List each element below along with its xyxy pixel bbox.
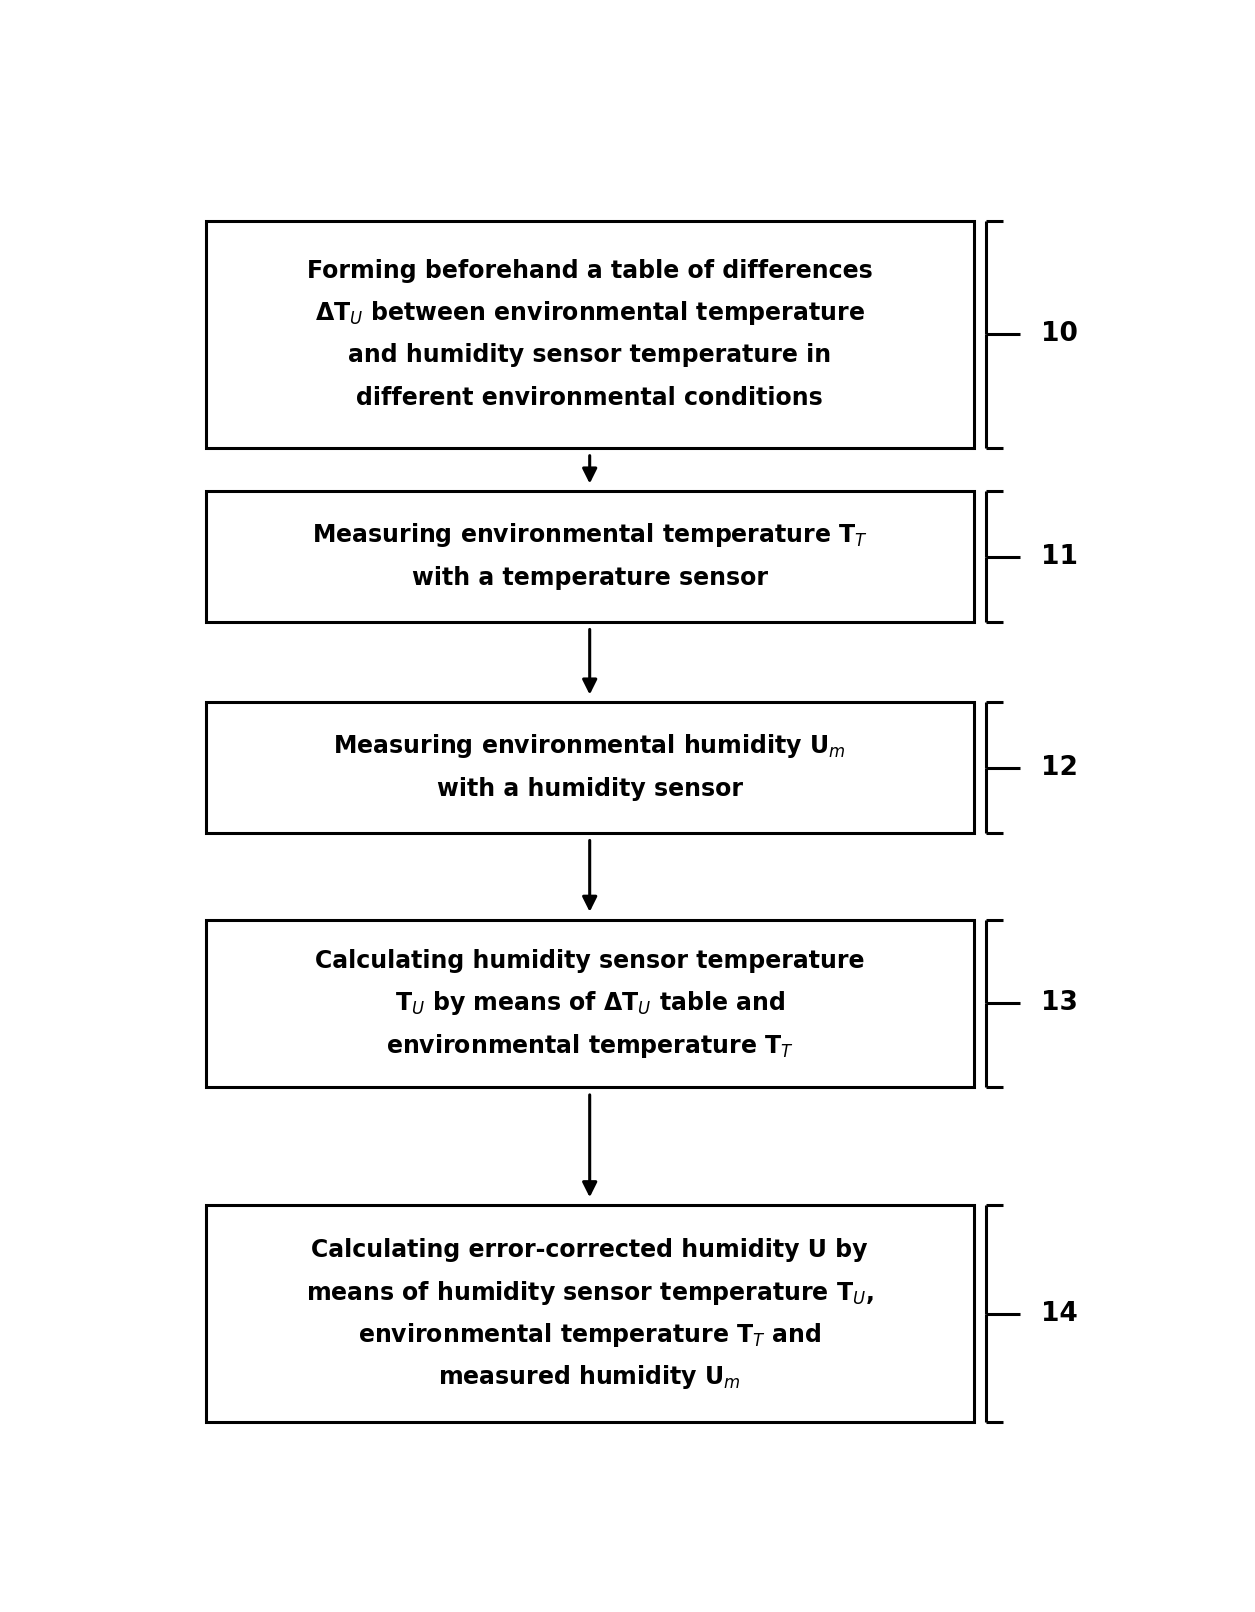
Bar xyxy=(206,221,974,448)
Bar xyxy=(206,1206,974,1422)
Text: with a humidity sensor: with a humidity sensor xyxy=(437,777,743,801)
Text: T$_U$ by means of ΔT$_U$ table and: T$_U$ by means of ΔT$_U$ table and xyxy=(394,990,784,1017)
Bar xyxy=(206,703,974,833)
Bar xyxy=(206,919,974,1086)
Text: Measuring environmental humidity U$_m$: Measuring environmental humidity U$_m$ xyxy=(334,732,846,761)
Bar xyxy=(206,492,974,622)
Text: with a temperature sensor: with a temperature sensor xyxy=(412,566,768,590)
Text: means of humidity sensor temperature T$_U$,: means of humidity sensor temperature T$_… xyxy=(306,1278,873,1307)
Text: Calculating humidity sensor temperature: Calculating humidity sensor temperature xyxy=(315,949,865,974)
Text: 10: 10 xyxy=(1040,321,1078,347)
Text: environmental temperature T$_T$: environmental temperature T$_T$ xyxy=(385,1032,793,1059)
Text: measured humidity U$_m$: measured humidity U$_m$ xyxy=(438,1364,742,1391)
Text: 14: 14 xyxy=(1040,1301,1078,1327)
Text: 12: 12 xyxy=(1040,754,1078,780)
Text: Calculating error-corrected humidity U by: Calculating error-corrected humidity U b… xyxy=(311,1238,868,1262)
Text: ΔT$_U$ between environmental temperature: ΔT$_U$ between environmental temperature xyxy=(315,300,865,327)
Text: environmental temperature T$_T$ and: environmental temperature T$_T$ and xyxy=(358,1320,822,1349)
Text: 11: 11 xyxy=(1040,543,1078,569)
Text: and humidity sensor temperature in: and humidity sensor temperature in xyxy=(348,343,831,368)
Text: 13: 13 xyxy=(1040,990,1078,1016)
Text: Forming beforehand a table of differences: Forming beforehand a table of difference… xyxy=(306,260,872,284)
Text: Measuring environmental temperature T$_T$: Measuring environmental temperature T$_T… xyxy=(311,521,867,550)
Text: different environmental conditions: different environmental conditions xyxy=(356,385,823,409)
